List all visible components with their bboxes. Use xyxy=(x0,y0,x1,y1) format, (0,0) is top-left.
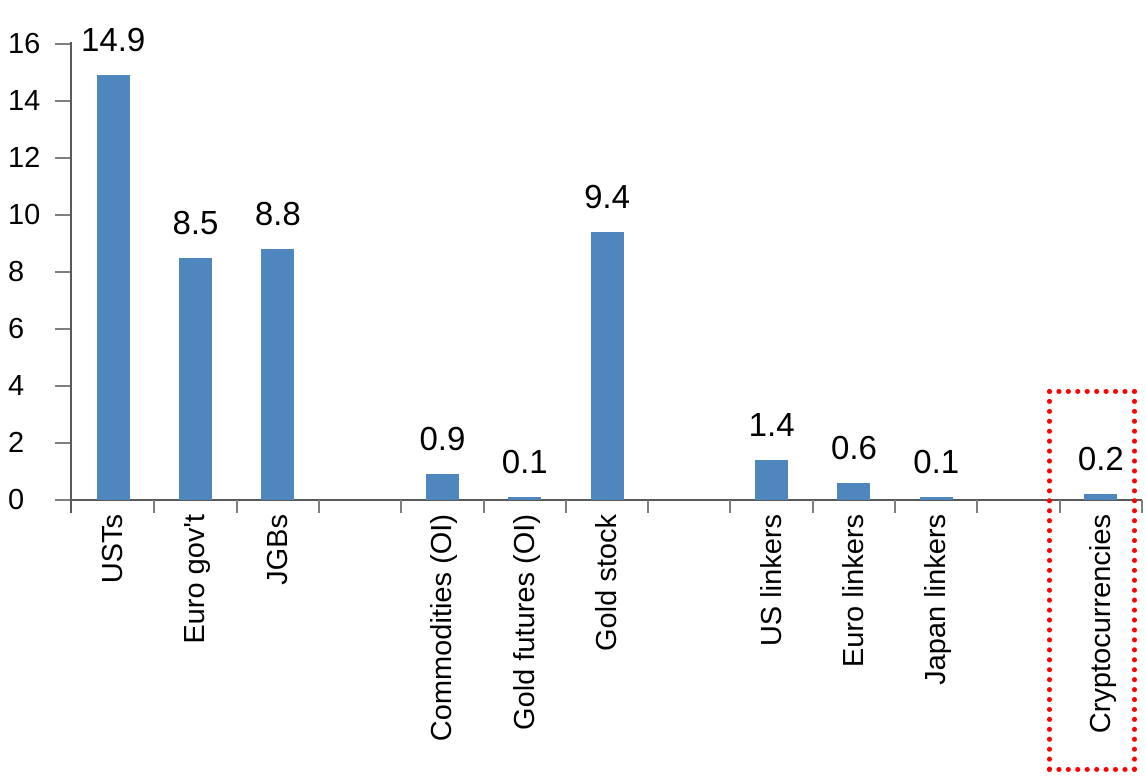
x-axis-label: Euro gov't xyxy=(179,514,212,644)
bar-value-label: 0.2 xyxy=(1077,440,1124,478)
bar xyxy=(508,497,542,500)
x-axis-tick xyxy=(400,500,403,513)
bar xyxy=(590,232,624,500)
bar-value-label: 1.4 xyxy=(748,406,795,444)
y-axis-tick xyxy=(55,328,70,330)
x-axis-label: Japan linkers xyxy=(920,514,953,685)
x-axis-tick xyxy=(894,500,897,513)
y-axis-tick-label: 2 xyxy=(8,427,25,459)
x-axis-label: US linkers xyxy=(755,514,788,647)
bar xyxy=(755,460,789,500)
x-axis-tick xyxy=(317,500,320,513)
x-axis-label: Gold stock xyxy=(591,514,623,651)
x-axis-tick xyxy=(1141,500,1143,513)
x-axis-line xyxy=(70,499,1142,501)
x-axis-tick xyxy=(811,500,814,513)
bar-value-label: 9.4 xyxy=(584,178,630,216)
x-axis-label: Euro linkers xyxy=(837,514,870,668)
bar-value-label: 14.9 xyxy=(81,21,146,59)
x-axis-label: Commodities (OI) xyxy=(426,514,459,742)
bar-value-label: 0.9 xyxy=(419,420,466,458)
bar xyxy=(261,249,295,500)
bar-value-label: 8.8 xyxy=(254,195,301,233)
bar-value-label: 0.6 xyxy=(830,428,877,466)
y-axis-tick-label: 14 xyxy=(8,85,41,117)
y-axis-tick xyxy=(55,43,70,45)
y-axis-tick xyxy=(55,100,70,102)
highlight-box xyxy=(1047,389,1137,772)
bar xyxy=(425,474,459,500)
x-axis-label: USTs xyxy=(97,514,130,584)
y-axis-tick-label: 8 xyxy=(8,256,25,288)
bar xyxy=(96,75,130,500)
y-axis-tick xyxy=(55,499,70,501)
bar-value-label: 8.5 xyxy=(172,203,219,241)
y-axis-tick-label: 0 xyxy=(8,484,25,516)
bar xyxy=(919,497,953,500)
x-axis-tick xyxy=(482,500,485,513)
y-axis-tick xyxy=(55,214,70,216)
x-axis-tick xyxy=(976,500,979,513)
x-axis-tick xyxy=(729,500,732,513)
x-axis-tick xyxy=(1058,500,1061,513)
x-axis-tick xyxy=(235,500,238,513)
bar-value-label: 0.1 xyxy=(913,443,960,481)
bar xyxy=(178,257,212,500)
y-axis-tick-label: 10 xyxy=(8,199,41,231)
y-axis-tick xyxy=(55,385,70,387)
bar xyxy=(1084,494,1118,500)
y-axis-tick-label: 4 xyxy=(8,370,25,402)
x-axis-label: Gold futures (OI) xyxy=(508,514,541,730)
y-axis-tick-label: 12 xyxy=(8,142,41,174)
x-axis-label: JGBs xyxy=(261,514,294,585)
x-axis-tick xyxy=(647,500,650,513)
y-axis-tick xyxy=(55,271,70,273)
x-axis-tick xyxy=(153,500,156,513)
y-axis-tick-label: 6 xyxy=(8,313,25,345)
y-axis-tick xyxy=(55,442,70,444)
bar-value-label: 0.1 xyxy=(501,443,548,481)
y-axis-line xyxy=(70,42,72,513)
y-axis-tick xyxy=(55,157,70,159)
y-axis-tick-label: 16 xyxy=(8,28,41,60)
bar xyxy=(837,482,871,500)
x-axis-tick xyxy=(564,500,567,513)
